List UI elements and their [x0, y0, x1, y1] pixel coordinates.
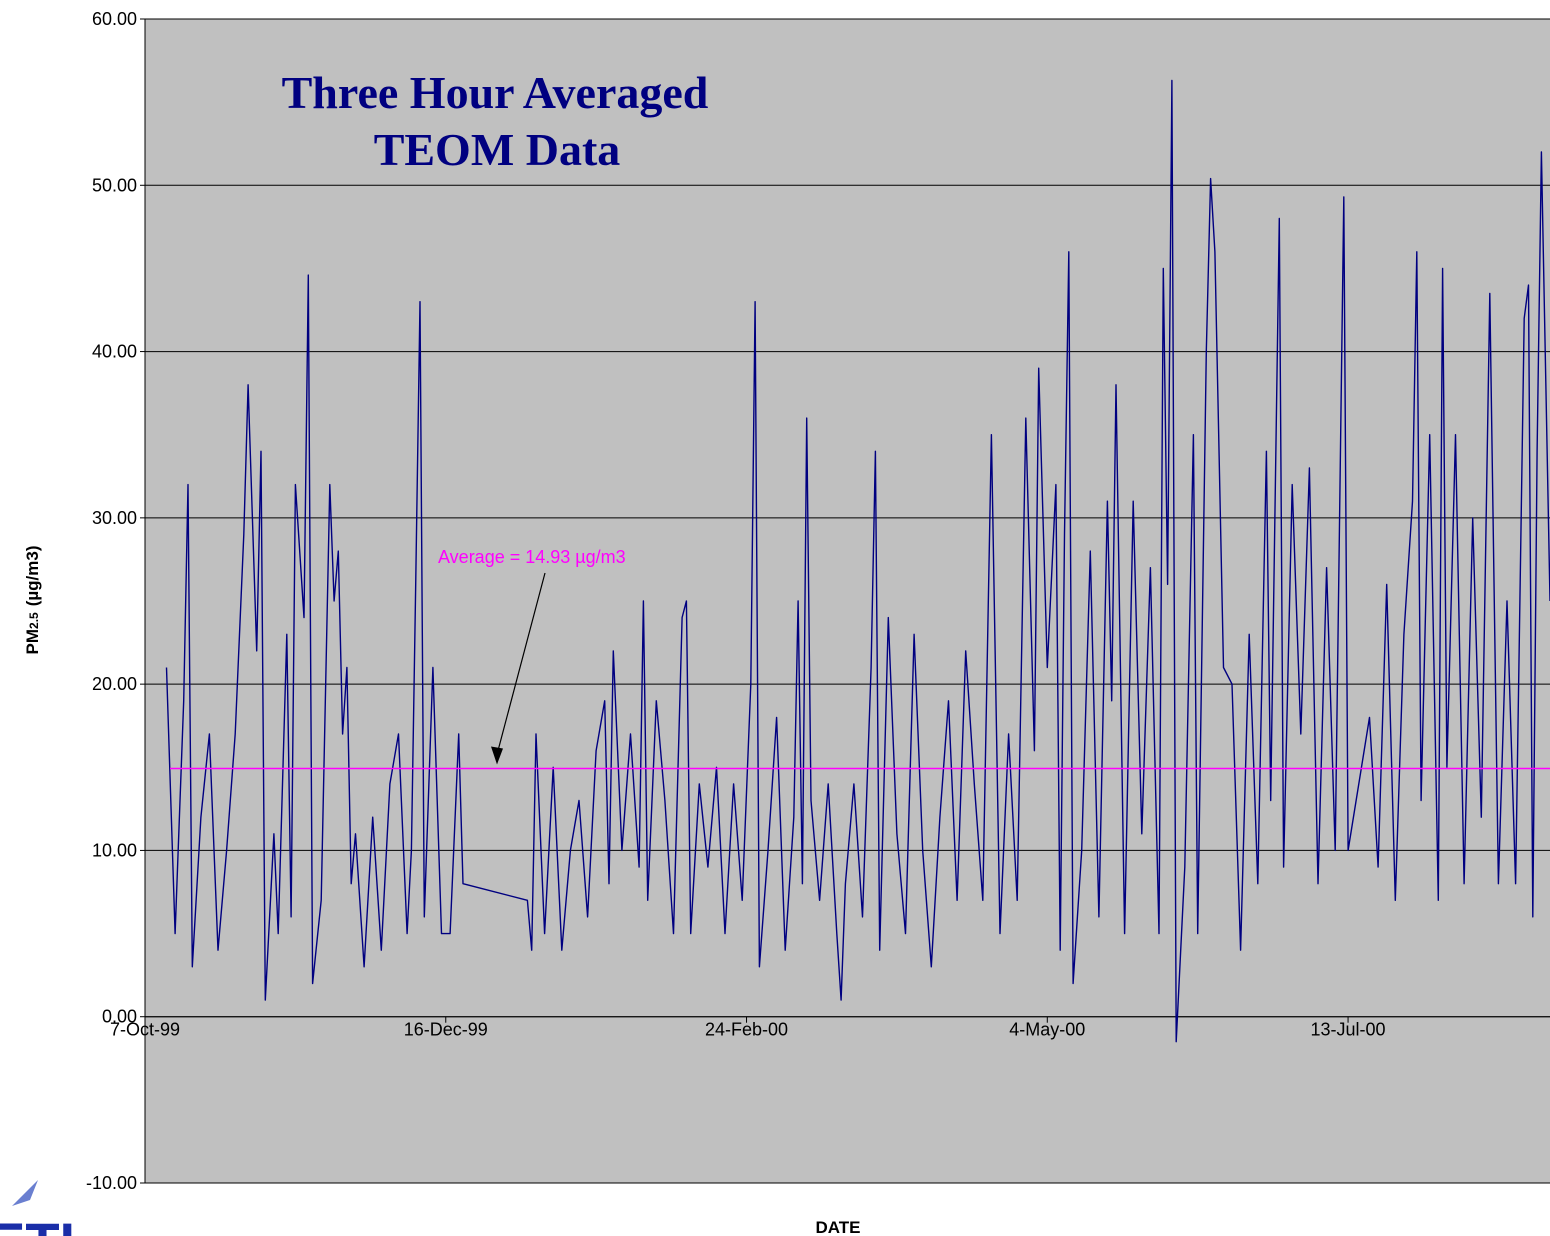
x-tick-label: 7-Oct-99	[110, 1020, 180, 1040]
logo: ETI	[0, 1211, 75, 1236]
y-tick-label: 30.00	[92, 508, 137, 528]
y-tick-label: 40.00	[92, 342, 137, 362]
logo-shape	[12, 1180, 38, 1206]
x-axis-label: DATE	[815, 1218, 860, 1236]
data-line	[165, 79, 1550, 1043]
chart-title: TEOM Data	[374, 124, 621, 175]
y-label-sub: 2.5	[27, 612, 41, 629]
annotation-arrow	[496, 572, 546, 755]
x-tick-label: 16-Dec-99	[404, 1020, 488, 1040]
y-tick-label: 10.00	[92, 840, 137, 860]
arrow-head	[491, 746, 503, 765]
plot-area	[144, 18, 1550, 1184]
y-axis-label: PM2.5 (µg/m3)	[23, 546, 42, 655]
y-tick-label: -10.00	[86, 1173, 137, 1193]
x-tick-label: 24-Feb-00	[705, 1020, 788, 1040]
average-label: Average = 14.93 µg/m3	[438, 547, 626, 567]
y-label-unit: (µg/m3)	[23, 546, 42, 607]
x-tick-label: 4-May-00	[1009, 1020, 1085, 1040]
y-tick-label: 20.00	[92, 674, 137, 694]
chart-title: Three Hour Averaged	[282, 67, 709, 118]
y-tick-label: 60.00	[92, 9, 137, 29]
y-tick-label: 50.00	[92, 175, 137, 195]
y-label-main: PM	[23, 629, 42, 655]
y-tick-label: 0.00	[102, 1007, 137, 1027]
x-tick-label: 13-Jul-00	[1311, 1020, 1386, 1040]
